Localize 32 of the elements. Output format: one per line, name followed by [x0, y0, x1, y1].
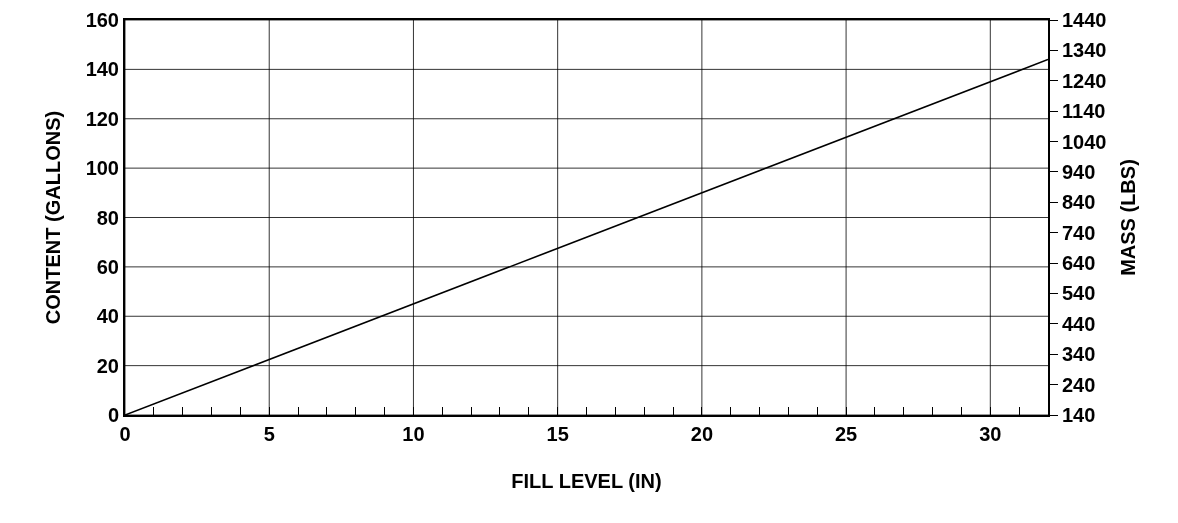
y2-tick-label: 1140: [1062, 100, 1106, 123]
y-tick-label: 140: [85, 58, 119, 81]
y2-tick-label: 140: [1062, 404, 1096, 426]
y-tick-label: 100: [85, 157, 119, 180]
y-tick-label: 40: [96, 305, 119, 328]
y-axis-title: CONTENT (GALLONS): [41, 110, 64, 325]
y2-tick-label: 940: [1062, 160, 1096, 183]
y-tick-label: 80: [96, 206, 119, 229]
y-tick-label: 20: [96, 354, 119, 377]
y2-tick-label: 1040: [1062, 130, 1107, 153]
y-tick-label: 120: [85, 107, 119, 130]
y2-tick-label: 1240: [1062, 69, 1107, 92]
x-tick-label: 20: [690, 423, 714, 445]
x-tick-label: 30: [979, 423, 1002, 445]
y-tick-label: 160: [85, 9, 119, 31]
y2-tick-label: 1340: [1062, 39, 1107, 62]
x-tick-label: 5: [263, 423, 275, 445]
x-axis-title: FILL LEVEL (IN): [511, 470, 662, 492]
x-tick-label: 10: [402, 423, 425, 445]
x-tick-label: 15: [546, 423, 569, 445]
x-tick-label: 25: [834, 423, 858, 445]
y2-tick-label: 840: [1062, 191, 1096, 214]
y2-tick-label: 340: [1062, 343, 1096, 366]
y2-tick-label: 1440: [1062, 9, 1107, 31]
y2-tick-label: 440: [1062, 312, 1096, 335]
y-tick-label: 60: [96, 255, 119, 278]
y2-tick-label: 240: [1062, 373, 1096, 396]
y-tick-label: 0: [107, 404, 119, 426]
y2-tick-label: 540: [1062, 282, 1096, 305]
y2-tick-label: 740: [1062, 221, 1096, 244]
y2-axis-title: MASS (LBS): [1116, 159, 1139, 276]
y2-tick-label: 640: [1062, 252, 1096, 275]
